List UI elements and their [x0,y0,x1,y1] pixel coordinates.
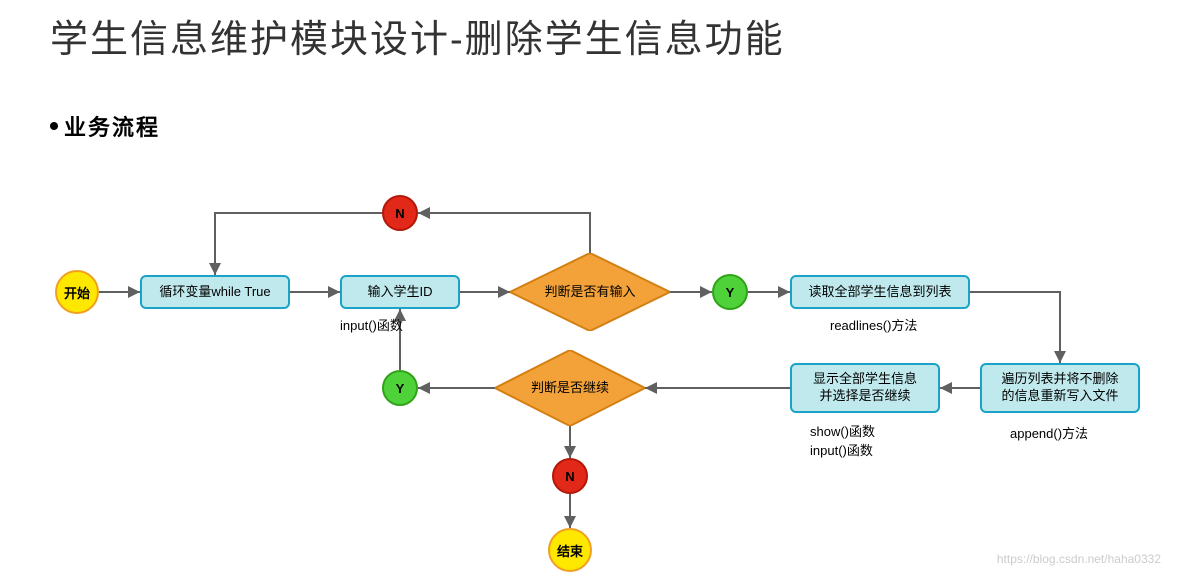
connector-y1: Y [712,274,748,310]
caption-show: show()函数 input()函数 [810,421,875,459]
process-read: 读取全部学生信息到列表 [790,275,970,309]
terminator-start: 开始 [55,270,99,314]
edge [215,213,382,275]
process-iterate: 遍历列表并将不删除 的信息重新写入文件 [980,363,1140,413]
decision-hasinput: 判断是否有输入 [510,253,670,331]
decision-label: 判断是否有输入 [544,284,635,300]
process-loop: 循环变量while True [140,275,290,309]
connector-y2: Y [382,370,418,406]
connector-n1: N [382,195,418,231]
decision-label: 判断是否继续 [531,380,609,396]
edge [418,213,590,253]
caption-read: readlines()方法 [830,315,917,334]
flowchart-canvas: 开始 循环变量while True 输入学生ID input()函数 判断是否有输入 Y N… [0,0,1177,576]
watermark: https://blog.csdn.net/haha0332 [997,552,1161,566]
decision-cont: 判断是否继续 [495,350,645,426]
caption-input: input()函数 [340,315,403,334]
terminator-end: 结束 [548,528,592,572]
process-input: 输入学生ID [340,275,460,309]
connector-n2: N [552,458,588,494]
edge [970,292,1060,363]
process-show: 显示全部学生信息 并选择是否继续 [790,363,940,413]
caption-iterate: append()方法 [1010,423,1088,442]
